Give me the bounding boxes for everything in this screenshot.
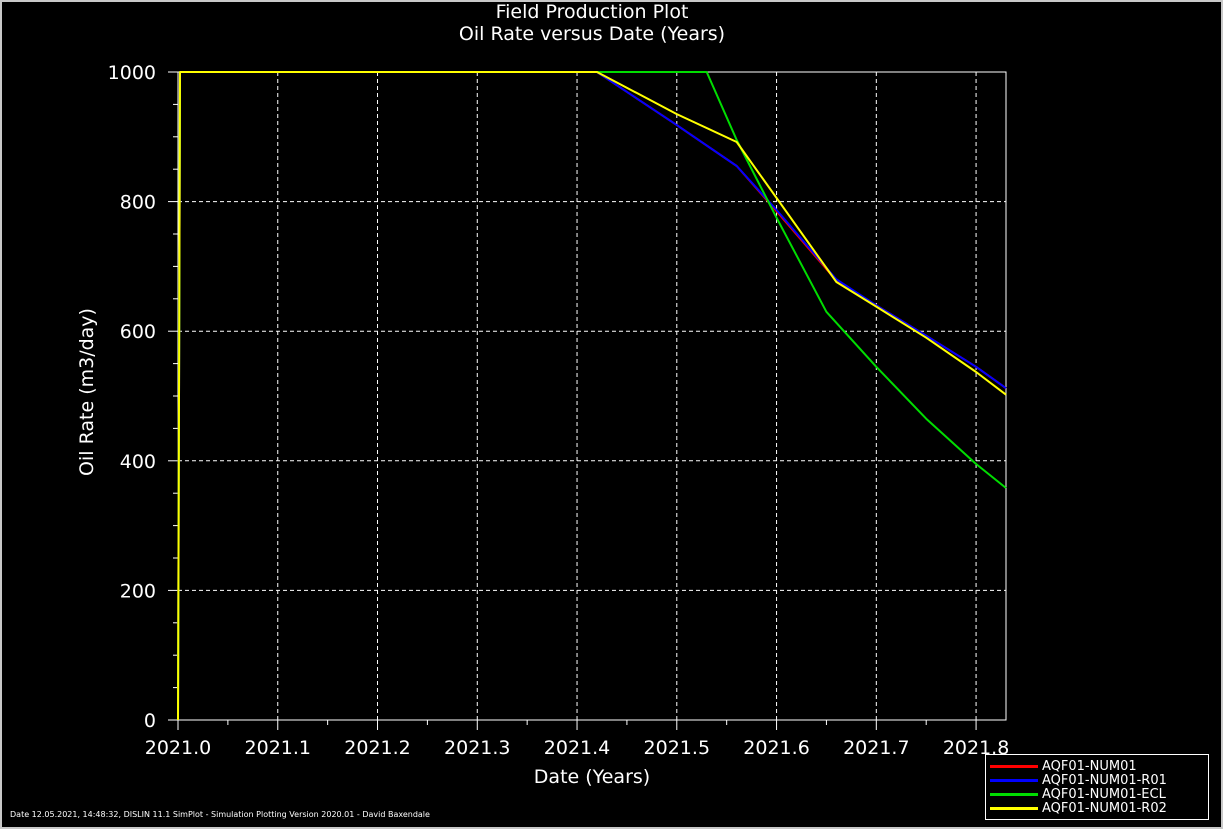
y-tick-label: 400 [120,451,156,473]
x-tick-label: 2021.5 [644,737,710,759]
legend-label: AQF01-NUM01-R01 [1042,773,1167,788]
legend-label: AQF01-NUM01-R02 [1042,801,1167,816]
legend-item: AQF01-NUM01-R01 [990,773,1167,788]
legend-swatch [990,779,1038,782]
axis-ticks: 2021.0 2021.1 2021.2 2021.3 2021.4 2021.5 2021… [108,62,1010,759]
chart-subtitle: Oil Rate versus Date (Years) [459,23,725,45]
chart-title: Field Production Plot [496,1,689,23]
legend-swatch [990,807,1038,810]
y-axis-label: Oil Rate (m3/day) [76,308,98,476]
series-line-aqf01-num01 [177,71,1007,721]
y-tick-label: 800 [120,192,156,214]
x-axis-label: Date (Years) [534,766,650,788]
x-tick-label: 2021.4 [544,737,610,759]
y-tick-label: 200 [120,580,156,602]
plot-area-border [177,71,1007,721]
footer-caption: Date 12.05.2021, 14:48:32, DISLIN 11.1 S… [10,810,430,819]
y-tick-label: 600 [120,321,156,343]
legend-label: AQF01-NUM01 [1042,759,1137,774]
x-tick-label: 2021.1 [245,737,311,759]
series-line-aqf01-num01-r02 [177,71,1007,721]
legend-item: AQF01-NUM01-ECL [990,787,1166,802]
legend: AQF01-NUM01 AQF01-NUM01-R01 AQF01-NUM01-… [985,754,1209,820]
legend-label: AQF01-NUM01-ECL [1042,787,1166,802]
series-line-aqf01-num01-ecl [177,71,1007,721]
series-line-aqf01-num01-r01 [177,71,1007,721]
x-tick-label: 2021.3 [444,737,510,759]
legend-item: AQF01-NUM01 [990,759,1137,774]
grid-lines [178,72,1006,720]
x-tick-label: 2021.2 [344,737,410,759]
x-tick-label: 2021.6 [743,737,809,759]
series-lines [177,71,1007,721]
x-tick-label: 2021.7 [843,737,909,759]
x-tick-label: 2021.0 [145,737,211,759]
legend-swatch [990,765,1038,768]
y-tick-label: 0 [144,710,156,732]
y-tick-label: 1000 [108,62,156,84]
x-tick-label: 2021.8 [943,737,1009,759]
legend-item: AQF01-NUM01-R02 [990,801,1167,816]
legend-swatch [990,793,1038,796]
